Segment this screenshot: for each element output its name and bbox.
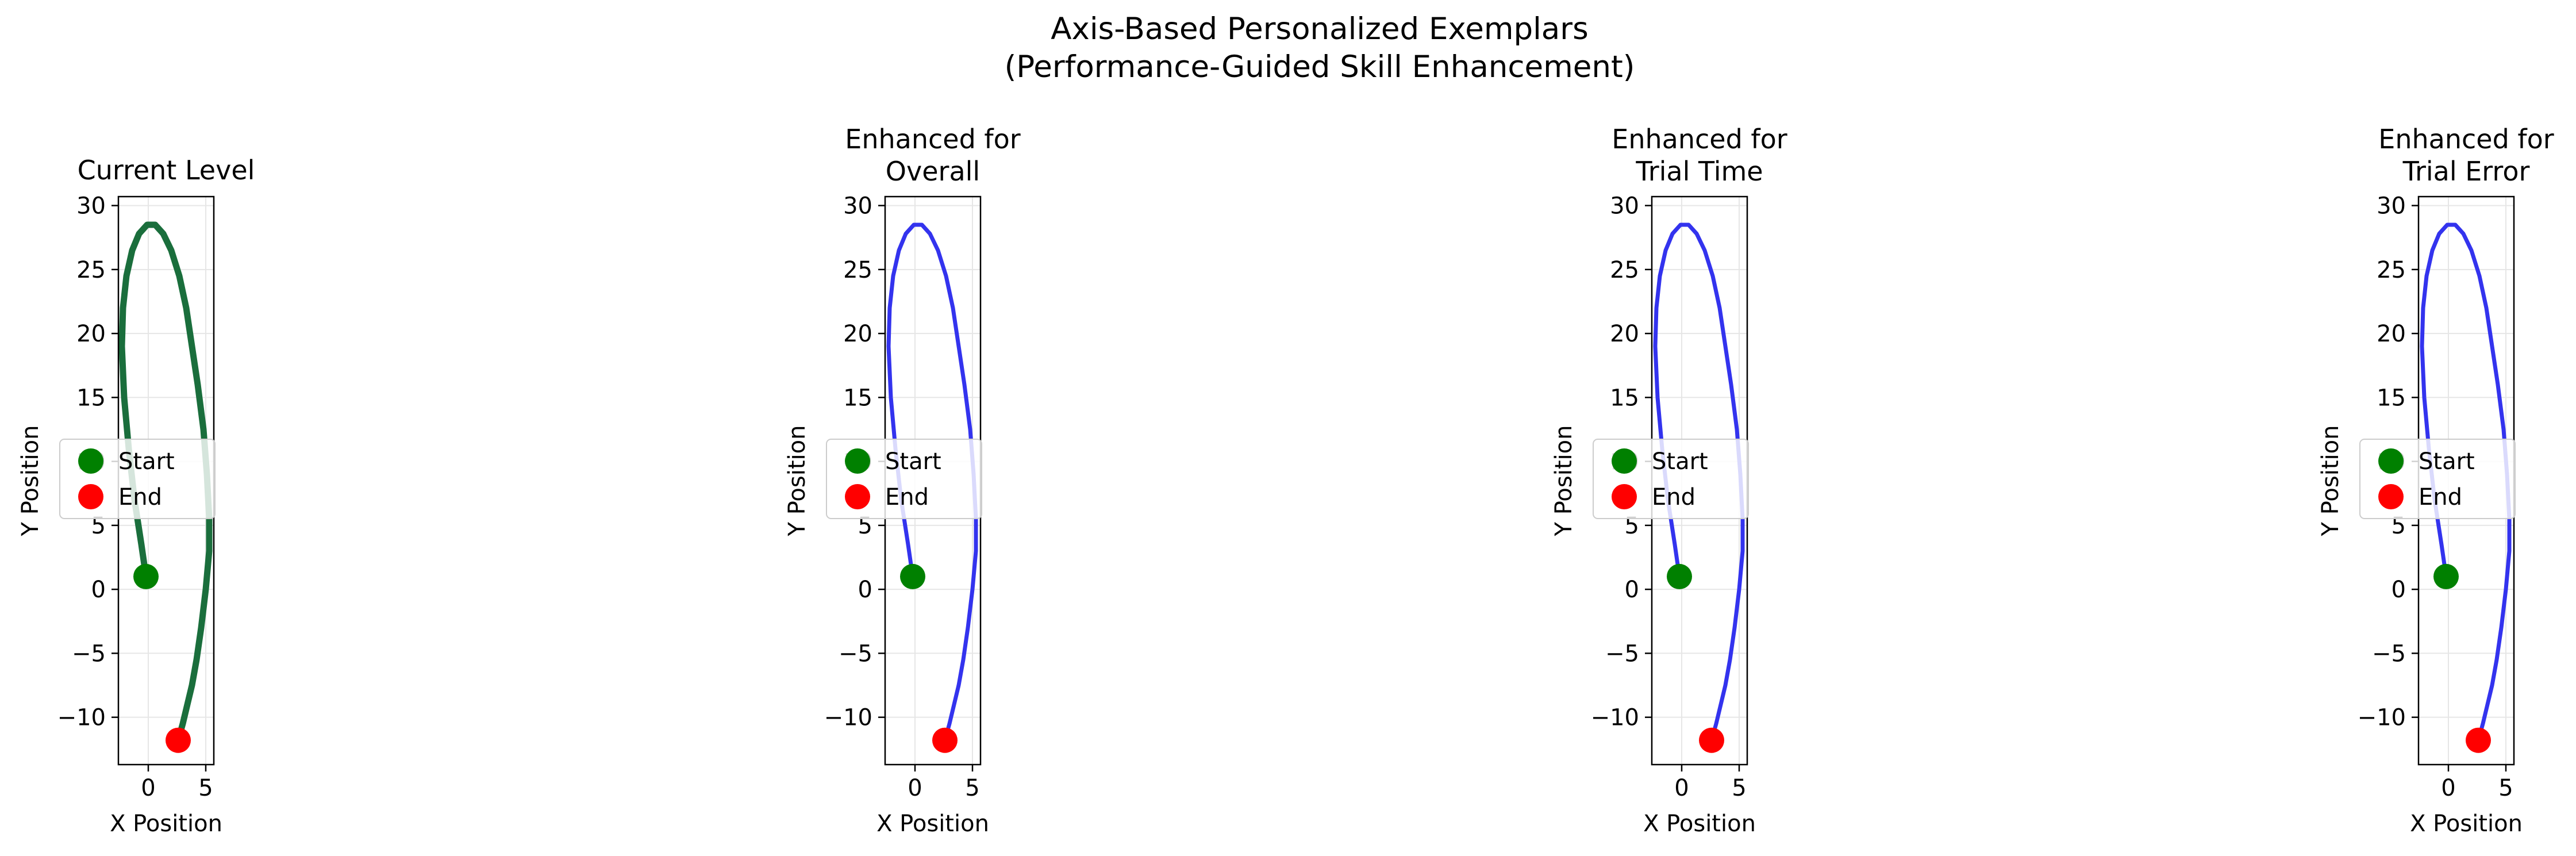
y-tick-label: 0 — [858, 577, 872, 603]
x-tick-label: 5 — [198, 775, 213, 801]
trajectory-line — [886, 222, 978, 743]
y-tick-label: 0 — [2392, 577, 2406, 603]
subplot-title: Enhanced for — [2378, 124, 2554, 155]
y-tick-label: −10 — [57, 705, 106, 731]
y-tick-label: −5 — [72, 640, 106, 667]
end-marker — [166, 727, 191, 753]
legend-marker-end — [1612, 484, 1637, 509]
figure-title-line-1: Axis-Based Personalized Exemplars — [1051, 11, 1588, 47]
legend-label-end: End — [1652, 484, 1695, 510]
start-marker — [900, 563, 925, 589]
x-tick-label: 0 — [908, 775, 922, 801]
y-tick-label: 15 — [1610, 385, 1639, 411]
y-tick-label: 20 — [76, 321, 106, 347]
legend-marker-end — [845, 484, 870, 509]
y-tick-label: −10 — [1591, 705, 1639, 731]
y-tick-label: −5 — [839, 640, 872, 667]
start-marker — [1667, 563, 1692, 589]
x-tick-label: 5 — [2498, 775, 2513, 801]
y-tick-label: 30 — [2377, 193, 2406, 220]
legend-label-start: Start — [1652, 448, 1708, 475]
y-tick-label: 25 — [2377, 257, 2406, 283]
legend-marker-start — [845, 448, 870, 474]
legend-label-end: End — [118, 484, 162, 510]
y-tick-label: 0 — [91, 577, 106, 603]
subplot-title: Current Level — [78, 155, 255, 186]
y-tick-label: 15 — [2377, 385, 2406, 411]
y-tick-label: −10 — [2358, 705, 2406, 731]
y-tick-label: 30 — [1610, 193, 1639, 220]
y-tick-label: 25 — [76, 257, 106, 283]
end-marker — [1699, 727, 1724, 753]
y-tick-label: 30 — [76, 193, 106, 220]
y-tick-label: 15 — [843, 385, 872, 411]
legend-label-end: End — [885, 484, 929, 510]
legend-marker-end — [78, 484, 103, 509]
x-tick-label: 5 — [965, 775, 979, 801]
subplot-title: Enhanced for — [845, 124, 1020, 155]
y-tick-label: −5 — [1605, 640, 1639, 667]
subplot-title: Trial Time — [1635, 156, 1763, 187]
y-tick-label: 15 — [76, 385, 106, 411]
y-tick-label: 25 — [1610, 257, 1639, 283]
y-axis-label: Y Position — [784, 425, 810, 537]
x-tick-label: 0 — [1674, 775, 1689, 801]
y-tick-label: 20 — [843, 321, 872, 347]
legend-marker-start — [2378, 448, 2404, 474]
y-axis-label: Y Position — [1551, 425, 1577, 537]
x-axis-label: X Position — [2410, 811, 2523, 837]
end-marker — [932, 727, 958, 753]
subplot-title: Trial Error — [2402, 156, 2530, 187]
subplot-title: Overall — [886, 156, 980, 187]
y-axis-label: Y Position — [2317, 425, 2344, 537]
x-axis-label: X Position — [110, 811, 222, 837]
trajectory-line — [2420, 222, 2512, 743]
legend-marker-start — [78, 448, 103, 474]
legend-marker-end — [2378, 484, 2404, 509]
y-tick-label: 20 — [2377, 321, 2406, 347]
y-tick-label: 0 — [1625, 577, 1639, 603]
legend-marker-start — [1612, 448, 1637, 474]
legend-label-start: Start — [118, 448, 175, 475]
y-tick-label: −10 — [824, 705, 872, 731]
x-tick-label: 0 — [2441, 775, 2455, 801]
legend-label-end: End — [2419, 484, 2462, 510]
y-tick-label: 25 — [843, 257, 872, 283]
legend-label-start: Start — [885, 448, 941, 475]
figure-title-line-2: (Performance-Guided Skill Enhancement) — [1005, 49, 1635, 85]
x-axis-label: X Position — [876, 811, 989, 837]
y-tick-label: 20 — [1610, 321, 1639, 347]
legend-label-start: Start — [2419, 448, 2475, 475]
y-axis-label: Y Position — [17, 425, 44, 537]
x-axis-label: X Position — [1643, 811, 1756, 837]
trajectory-line — [1653, 222, 1745, 743]
trajectory-line — [118, 221, 213, 744]
y-tick-label: −5 — [2372, 640, 2406, 667]
end-marker — [2466, 727, 2491, 753]
x-tick-label: 5 — [1732, 775, 1746, 801]
start-marker — [133, 563, 159, 589]
y-tick-label: 30 — [843, 193, 872, 220]
x-tick-label: 0 — [141, 775, 155, 801]
subplot-title: Enhanced for — [1612, 124, 1787, 155]
start-marker — [2433, 563, 2459, 589]
